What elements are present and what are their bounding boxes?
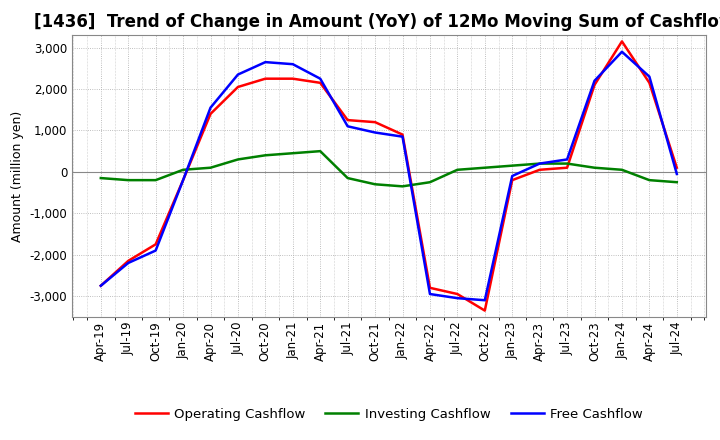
- Investing Cashflow: [179, 167, 187, 172]
- Investing Cashflow: [206, 165, 215, 170]
- Y-axis label: Amount (million yen): Amount (million yen): [11, 110, 24, 242]
- Free Cashflow: [206, 105, 215, 110]
- Investing Cashflow: [398, 184, 407, 189]
- Operating Cashflow: [316, 80, 325, 85]
- Operating Cashflow: [289, 76, 297, 81]
- Free Cashflow: [316, 76, 325, 81]
- Line: Free Cashflow: Free Cashflow: [101, 52, 677, 300]
- Investing Cashflow: [426, 180, 434, 185]
- Investing Cashflow: [672, 180, 681, 185]
- Operating Cashflow: [233, 84, 242, 90]
- Operating Cashflow: [508, 177, 516, 183]
- Investing Cashflow: [453, 167, 462, 172]
- Free Cashflow: [96, 283, 105, 288]
- Operating Cashflow: [343, 117, 352, 123]
- Investing Cashflow: [261, 153, 270, 158]
- Investing Cashflow: [645, 177, 654, 183]
- Investing Cashflow: [151, 177, 160, 183]
- Investing Cashflow: [618, 167, 626, 172]
- Investing Cashflow: [96, 176, 105, 181]
- Free Cashflow: [672, 171, 681, 176]
- Free Cashflow: [179, 177, 187, 183]
- Operating Cashflow: [261, 76, 270, 81]
- Investing Cashflow: [590, 165, 599, 170]
- Free Cashflow: [645, 74, 654, 79]
- Operating Cashflow: [480, 308, 489, 313]
- Free Cashflow: [261, 59, 270, 65]
- Title: [1436]  Trend of Change in Amount (YoY) of 12Mo Moving Sum of Cashflows: [1436] Trend of Change in Amount (YoY) o…: [34, 13, 720, 31]
- Legend: Operating Cashflow, Investing Cashflow, Free Cashflow: Operating Cashflow, Investing Cashflow, …: [130, 402, 648, 426]
- Free Cashflow: [371, 130, 379, 135]
- Operating Cashflow: [453, 291, 462, 297]
- Investing Cashflow: [480, 165, 489, 170]
- Free Cashflow: [508, 173, 516, 179]
- Operating Cashflow: [645, 80, 654, 85]
- Operating Cashflow: [426, 285, 434, 290]
- Investing Cashflow: [563, 161, 572, 166]
- Free Cashflow: [233, 72, 242, 77]
- Free Cashflow: [453, 296, 462, 301]
- Operating Cashflow: [151, 242, 160, 247]
- Free Cashflow: [343, 124, 352, 129]
- Free Cashflow: [151, 248, 160, 253]
- Line: Operating Cashflow: Operating Cashflow: [101, 41, 677, 311]
- Operating Cashflow: [563, 165, 572, 170]
- Operating Cashflow: [96, 283, 105, 288]
- Operating Cashflow: [124, 258, 132, 264]
- Free Cashflow: [124, 260, 132, 266]
- Free Cashflow: [618, 49, 626, 55]
- Free Cashflow: [563, 157, 572, 162]
- Operating Cashflow: [398, 132, 407, 137]
- Free Cashflow: [480, 297, 489, 303]
- Free Cashflow: [398, 134, 407, 139]
- Investing Cashflow: [371, 182, 379, 187]
- Investing Cashflow: [316, 149, 325, 154]
- Free Cashflow: [590, 78, 599, 84]
- Investing Cashflow: [289, 150, 297, 156]
- Free Cashflow: [289, 62, 297, 67]
- Free Cashflow: [426, 291, 434, 297]
- Investing Cashflow: [124, 177, 132, 183]
- Operating Cashflow: [672, 165, 681, 170]
- Operating Cashflow: [590, 82, 599, 88]
- Investing Cashflow: [233, 157, 242, 162]
- Investing Cashflow: [343, 176, 352, 181]
- Operating Cashflow: [536, 167, 544, 172]
- Investing Cashflow: [536, 161, 544, 166]
- Line: Investing Cashflow: Investing Cashflow: [101, 151, 677, 187]
- Investing Cashflow: [508, 163, 516, 168]
- Operating Cashflow: [206, 111, 215, 117]
- Free Cashflow: [536, 161, 544, 166]
- Operating Cashflow: [618, 39, 626, 44]
- Operating Cashflow: [179, 177, 187, 183]
- Operating Cashflow: [371, 120, 379, 125]
